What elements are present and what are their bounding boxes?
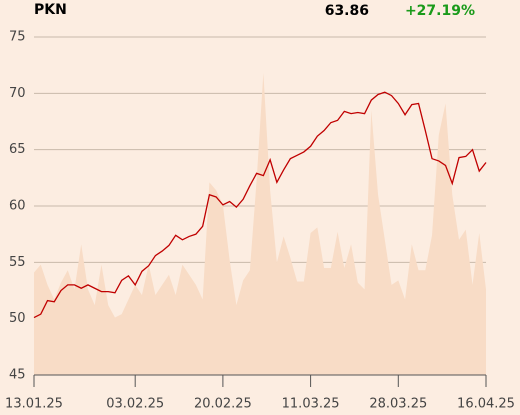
y-tick-label: 75 [9, 30, 26, 45]
x-tick-label: 03.02.25 [106, 397, 164, 412]
ticker: PKN [34, 2, 67, 18]
y-tick-label: 45 [9, 368, 26, 383]
x-tick-label: 11.03.25 [282, 397, 340, 412]
price: 63.86 [325, 3, 369, 19]
y-tick-label: 65 [9, 142, 26, 157]
y-tick-label: 50 [9, 311, 26, 326]
x-tick-label: 13.01.25 [5, 397, 63, 412]
y-tick-label: 70 [9, 86, 26, 101]
x-tick-label: 16.04.25 [457, 397, 515, 412]
price-line [33, 91, 487, 319]
change: +27.19% [405, 3, 475, 19]
x-tick-label: 28.03.25 [369, 397, 427, 412]
y-tick-label: 60 [9, 199, 26, 214]
y-tick-label: 55 [9, 255, 26, 270]
volume-area [34, 73, 486, 375]
x-tick-label: 20.02.25 [194, 397, 252, 412]
